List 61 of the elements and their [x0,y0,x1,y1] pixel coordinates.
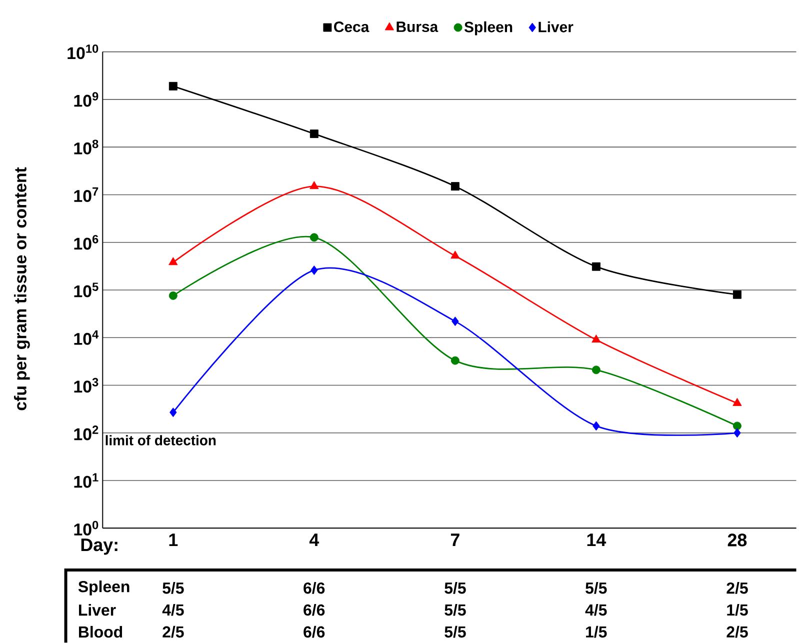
text: 5/5 [162,582,184,594]
y-tick-label: 10$^{0}$ [74,520,98,536]
y-tick-label: 10$^{9}$ [74,92,98,107]
text: 5/5 [444,604,466,616]
text: Spleen [78,580,130,596]
y-tick-label: 10$^{6}$ [74,235,98,250]
legend-label: Ceca [334,22,370,32]
text: 2/5 [162,626,184,638]
text: 5/5 [586,582,607,594]
point [732,290,742,299]
x-tick-label: 28 [728,534,747,546]
legend-label: Liver [538,21,574,32]
text: 6/6 [304,582,325,594]
point [310,233,318,242]
y-tick-label: 10$^{8}$ [74,140,98,155]
x-tick-label: 7 [450,534,460,546]
point [592,366,600,374]
annotation: limit of detection [106,435,216,446]
text: 5/5 [444,626,466,638]
y-tick-label: 10$^{2}$ [74,426,98,440]
x-tick-label: 14 [587,534,606,546]
x-tick-label: 4 [309,534,320,546]
point [732,422,742,430]
text: 4/5 [162,604,184,616]
y-tick-label: 10$^{7}$ [74,188,98,202]
text: 6/6 [304,604,325,616]
point [732,398,742,406]
y-axis-title: cfu per gram tissue or content [14,167,30,410]
point [310,266,318,276]
point [170,408,177,418]
point [592,421,600,431]
y-tick-label: 10$^{5}$ [74,282,98,298]
y-tick-label: 10$^{1}$ [74,473,98,488]
point [168,292,178,300]
text: 6/6 [304,626,325,638]
y-tick-label: 10$^{3}$ [74,378,98,393]
text: 4/5 [585,604,607,616]
text: 1/5 [586,626,607,638]
text: 2/5 [726,582,748,594]
point [592,334,601,343]
point [450,356,460,365]
point [168,82,178,91]
y-tick-label: 10$^{10}$ [68,44,98,60]
point [310,181,319,190]
y-tick-label: 10$^{4}$ [74,330,99,346]
legend-label: Spleen [464,21,512,36]
point [592,262,600,271]
point [310,130,318,138]
legend-label: Bursa [396,22,438,32]
text: Liver [78,604,116,616]
point [450,182,460,191]
point [450,250,460,259]
point [452,316,459,326]
point [734,428,741,438]
text: Blood [78,626,122,638]
x-axis-title: Day: [81,538,118,555]
text: 5/5 [444,582,466,594]
x-tick-label: 1 [169,534,178,546]
text: 1/5 [727,604,748,616]
text: 2/5 [726,626,748,638]
point [168,257,178,266]
